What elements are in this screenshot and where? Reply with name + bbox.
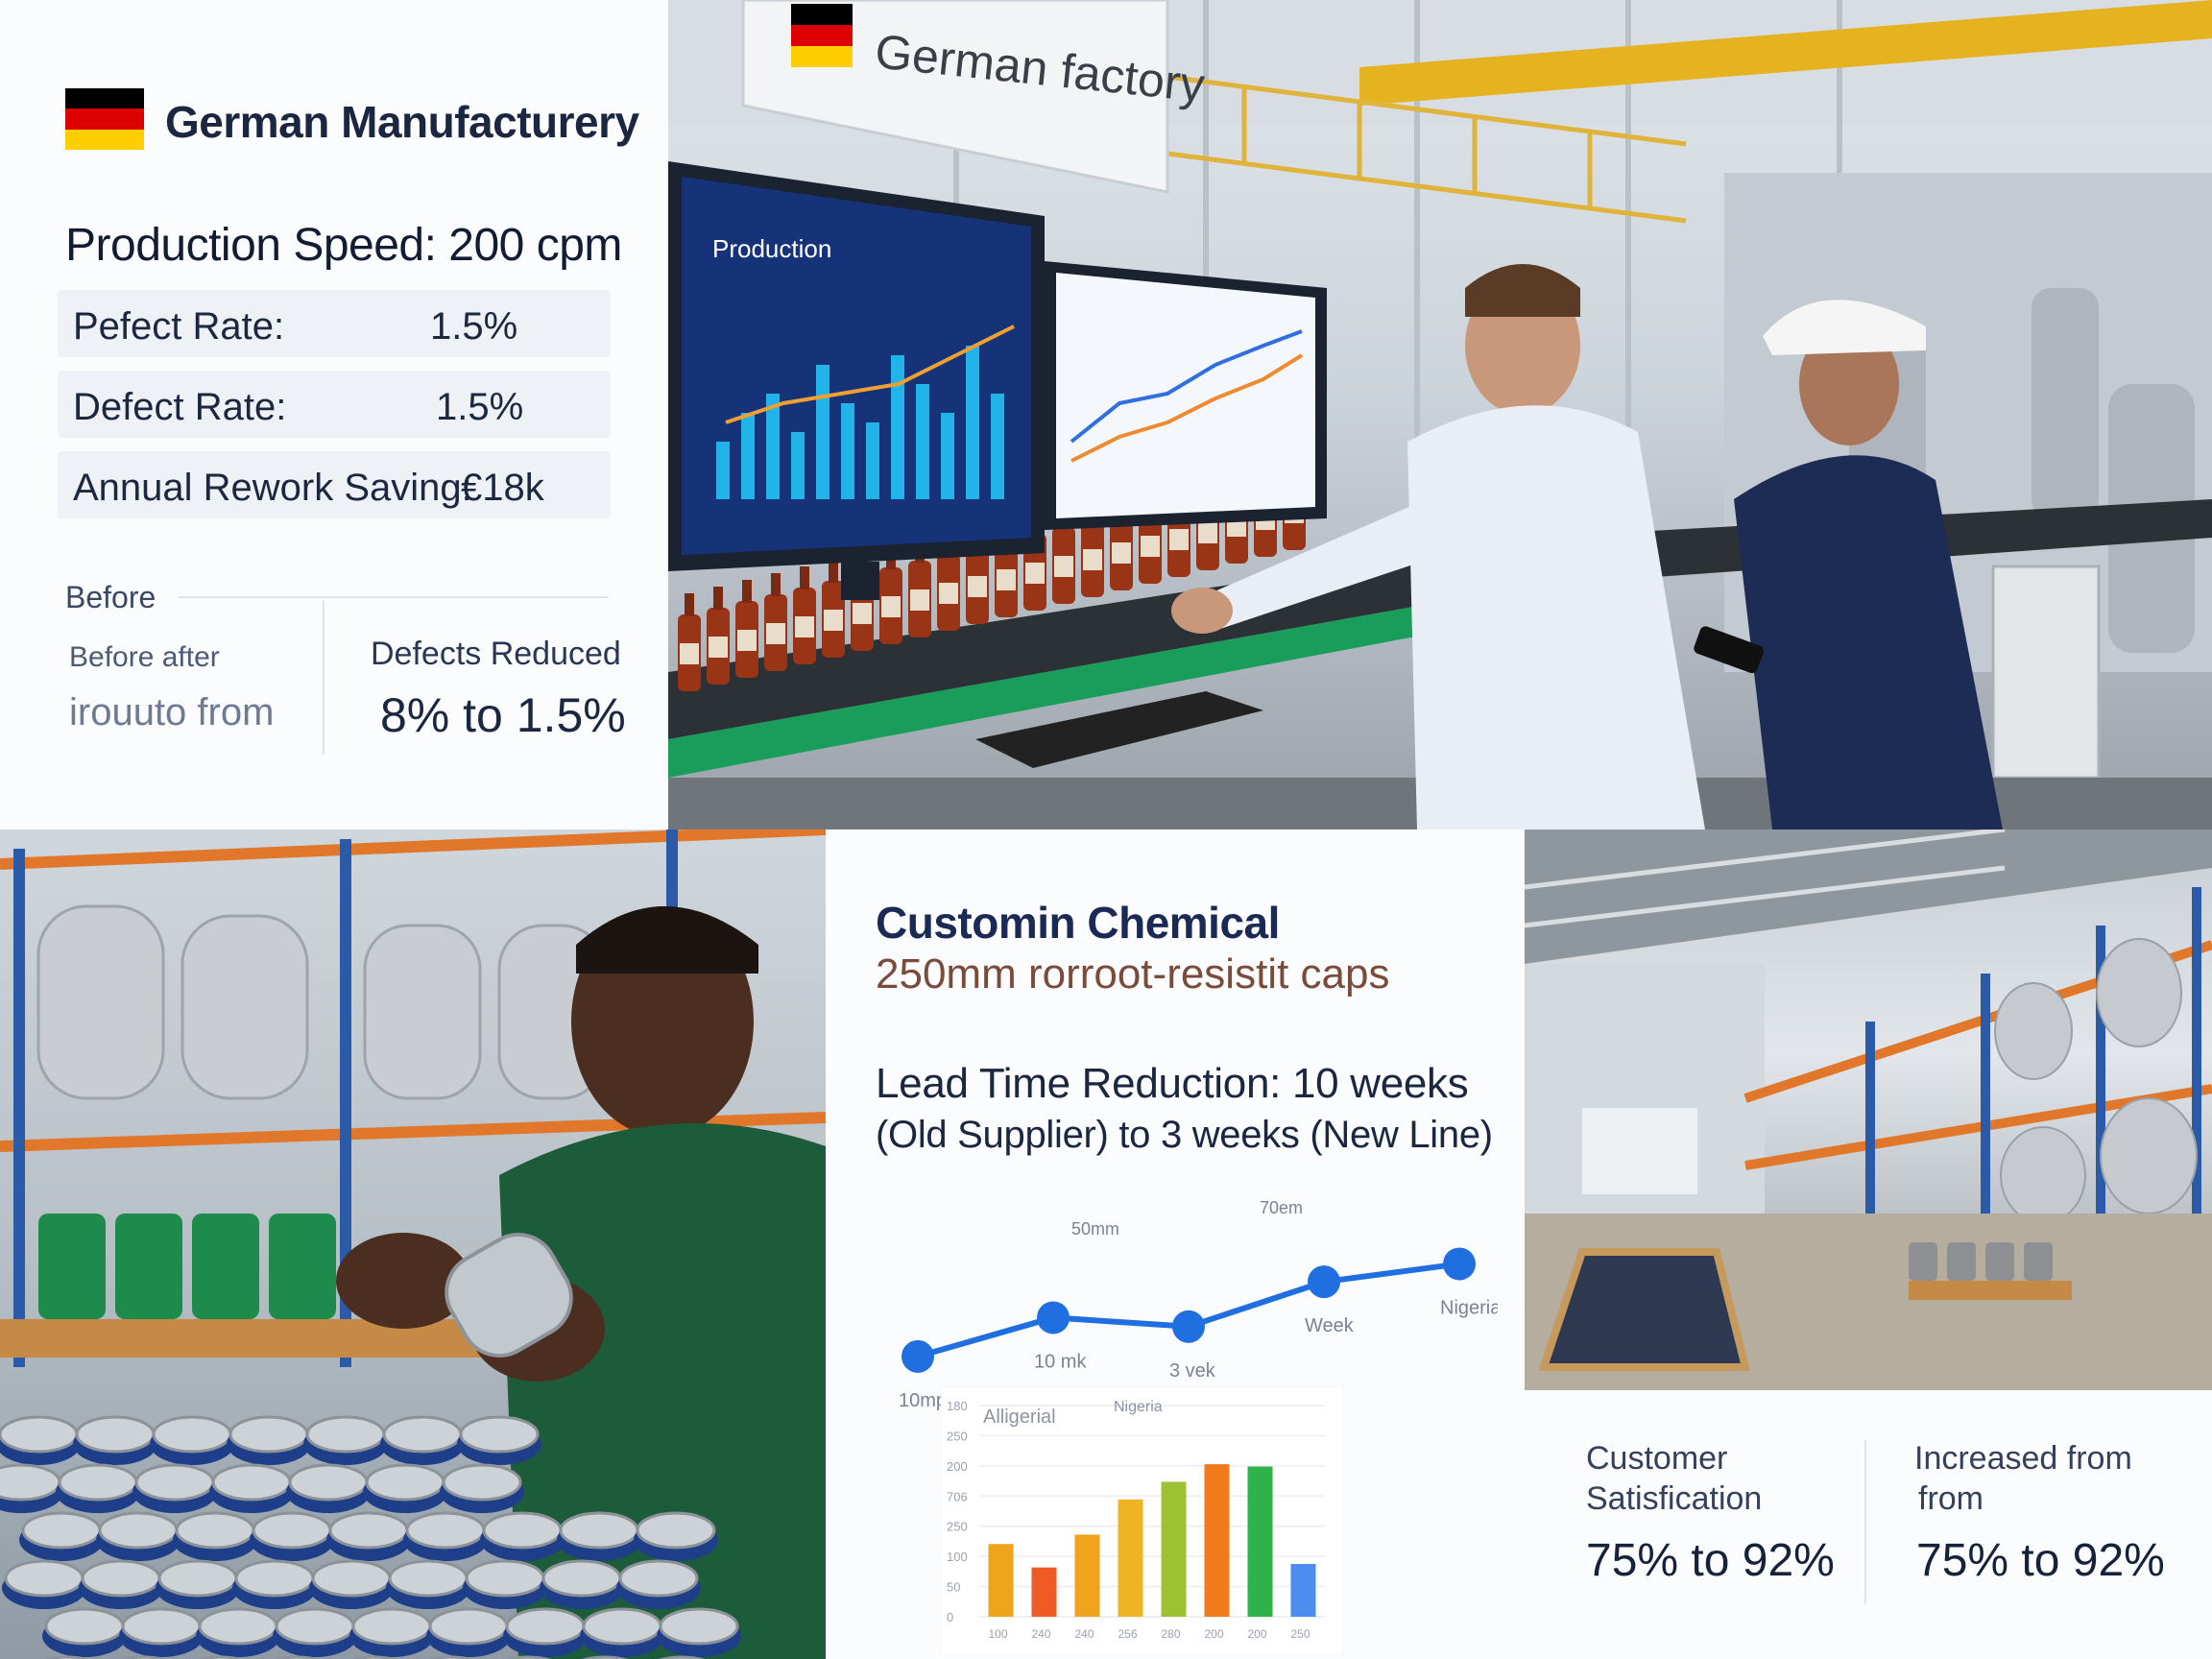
metric-value: 1.5% — [436, 386, 524, 428]
bar-y-tick: 706 — [947, 1489, 968, 1503]
german-panel-title: German Manufacturery — [165, 97, 639, 147]
production-speed: Production Speed: 200 cpm — [65, 220, 622, 271]
bar-y-tick: 50 — [947, 1580, 960, 1595]
engineer-figure — [1171, 264, 1705, 830]
metric-label: Defect Rate: — [73, 386, 287, 428]
increase-label: from — [1918, 1480, 1984, 1517]
chemical-subtitle: 250mm rorroot-resistit caps — [876, 950, 1390, 998]
increase-label: Increased from — [1914, 1440, 2132, 1477]
metric-value: €18k — [461, 467, 544, 509]
chemical-client-card: Customin Chemical 250mm rorroot-resistit… — [826, 830, 1525, 1659]
bar-y-tick: 250 — [947, 1429, 968, 1443]
divider — [179, 596, 609, 598]
bar-y-tick: 100 — [947, 1550, 968, 1564]
bar — [1290, 1564, 1316, 1617]
german-flag-icon — [65, 88, 144, 150]
lead-time-detail: (Old Supplier) to 3 weeks (New Line) — [876, 1114, 1493, 1156]
satisfaction-label: Customer — [1586, 1440, 1728, 1477]
bar-x-tick: 240 — [1075, 1627, 1094, 1641]
can-rows — [0, 1415, 741, 1659]
increase-value: 75% to 92% — [1916, 1535, 2165, 1586]
german-manufacturing-card: German Manufacturery Production Speed: 2… — [0, 0, 668, 830]
defects-reduced-label: Defects Reduced — [371, 636, 621, 672]
bar-x-tick: 200 — [1205, 1627, 1224, 1641]
bar-x-tick: 280 — [1162, 1627, 1181, 1641]
bar — [1074, 1534, 1100, 1617]
bar-x-tick: 256 — [1118, 1627, 1138, 1641]
line-x-label: Nigeria — [1440, 1297, 1498, 1318]
line-point — [902, 1339, 934, 1373]
before-label: Before — [65, 580, 156, 614]
bar-x-tick: 240 — [1032, 1627, 1051, 1641]
satisfaction-label: Satisfication — [1586, 1480, 1763, 1517]
bar — [988, 1544, 1014, 1617]
bar — [1118, 1499, 1143, 1617]
line-label-above: 50mm — [1071, 1219, 1119, 1238]
line-point — [1308, 1265, 1340, 1299]
warehouse-scene — [0, 830, 826, 1659]
bar — [1204, 1464, 1230, 1617]
factory-photo: German factory Production — [668, 0, 2212, 830]
analytics-monitor — [1045, 261, 1327, 530]
bar-x-tick: 250 — [1291, 1627, 1310, 1641]
line-x-label: Week — [1305, 1315, 1355, 1336]
bar — [1031, 1567, 1057, 1617]
line-point — [1172, 1310, 1205, 1343]
bar-y-tick: 180 — [947, 1399, 968, 1413]
bar — [1161, 1481, 1187, 1617]
metric-row: Defect Rate: 1.5% — [58, 371, 611, 438]
bar-y-tick: 0 — [947, 1610, 953, 1624]
after-label: Before after — [69, 641, 220, 673]
line-x-label: 3 vek — [1169, 1360, 1216, 1382]
after-label-secondary: irouuto from — [69, 691, 275, 733]
chemical-title: Customin Chemical — [876, 898, 1280, 948]
monitor-title: Production — [712, 234, 831, 263]
line-point — [1037, 1301, 1070, 1334]
warehouse-interior — [1525, 830, 2212, 1390]
divider — [1864, 1440, 1866, 1603]
production-monitor: Production — [668, 161, 1045, 600]
factory-sign: German factory — [741, 0, 1207, 194]
line-point — [1443, 1247, 1476, 1281]
bar-y-tick: 200 — [947, 1459, 968, 1474]
metric-label: Annual Rework Saving: — [73, 467, 472, 509]
satisfaction-value: 75% to 92% — [1586, 1535, 1835, 1586]
satisfaction-card: Customer Satisfication 75% to 92% Increa… — [1525, 1390, 2212, 1659]
factory-scene: German factory Production — [668, 0, 2212, 830]
defects-reduced-value: 8% to 1.5% — [380, 688, 626, 742]
metric-label: Pefect Rate: — [73, 305, 285, 348]
line-label-above: 70em — [1260, 1198, 1303, 1217]
lead-time-heading: Lead Time Reduction: 10 weeks — [876, 1060, 1469, 1107]
metric-row: Pefect Rate: 1.5% — [58, 290, 611, 357]
divider — [323, 601, 325, 755]
quality-inspector-photo — [0, 830, 826, 1659]
bar-x-tick: 200 — [1248, 1627, 1267, 1641]
warehouse-photo — [1525, 830, 2212, 1390]
bar-x-tick: 100 — [989, 1627, 1008, 1641]
technician-figure — [1694, 300, 2003, 830]
line-x-label: 10 mk — [1034, 1351, 1087, 1372]
metric-row: Annual Rework Saving: €18k — [58, 451, 611, 518]
bar-chart-label: Nigeria — [1114, 1399, 1163, 1415]
bar — [1247, 1466, 1273, 1617]
metric-value: 1.5% — [430, 305, 518, 348]
supplier-bar-chart: 180 250 200 706 250 100 50 0 100 240 240 256 280 200… — [941, 1386, 1344, 1655]
bar-chart-label: Alligerial — [983, 1407, 1056, 1428]
bar-y-tick: 250 — [947, 1520, 968, 1534]
